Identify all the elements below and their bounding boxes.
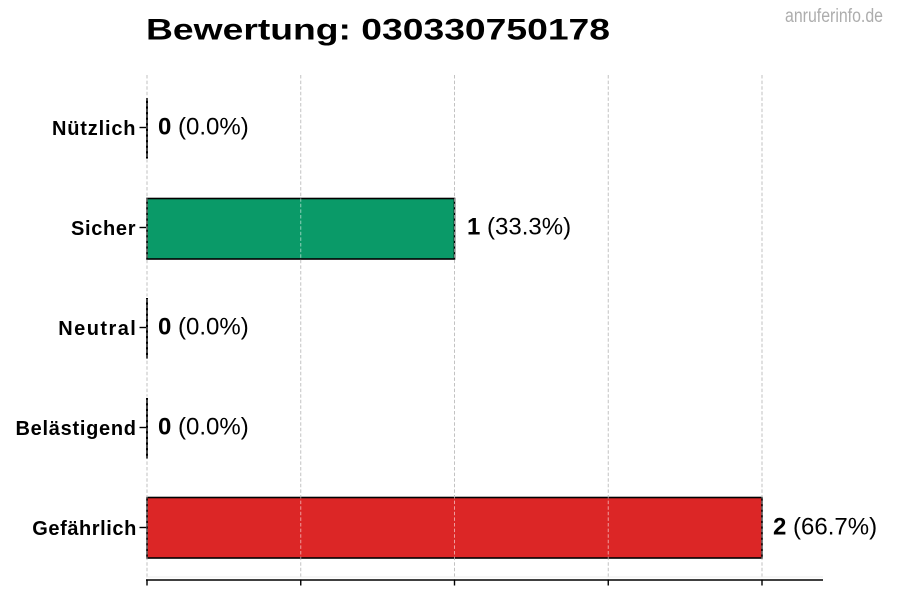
svg-text:Sicher: Sicher [71,218,136,240]
svg-text:1 (33.3%): 1 (33.3%) [467,214,571,241]
svg-text:anruferinfo.de: anruferinfo.de [785,6,883,27]
svg-text:Bewertung: 030330750178: Bewertung: 030330750178 [146,13,610,46]
svg-text:0 (0.0%): 0 (0.0%) [158,114,249,141]
svg-text:Nützlich: Nützlich [52,118,136,140]
svg-text:Neutral: Neutral [58,318,136,340]
svg-text:Gefährlich: Gefährlich [32,518,136,540]
svg-text:Belästigend: Belästigend [16,418,137,440]
svg-text:0 (0.0%): 0 (0.0%) [158,314,249,341]
svg-text:0 (0.0%): 0 (0.0%) [158,414,249,441]
svg-text:2 (66.7%): 2 (66.7%) [773,514,877,541]
